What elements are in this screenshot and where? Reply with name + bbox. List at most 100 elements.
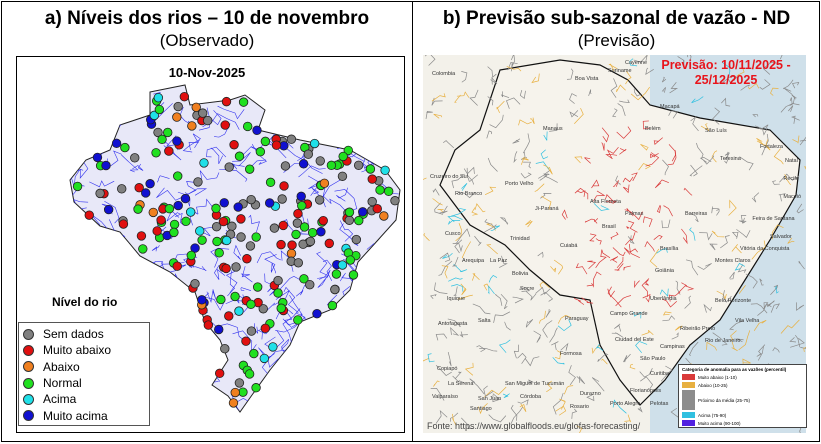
river <box>623 265 631 271</box>
river <box>662 311 672 316</box>
station-dot <box>220 120 230 130</box>
river <box>513 151 518 164</box>
station-dot <box>353 160 364 171</box>
river <box>307 175 320 196</box>
place-label: Sucre <box>520 286 534 292</box>
station-dot <box>181 216 191 227</box>
river <box>595 256 607 269</box>
river <box>593 203 610 211</box>
place-label: Valparaíso <box>432 394 458 400</box>
river <box>483 224 497 233</box>
river <box>642 120 650 130</box>
river <box>500 91 510 99</box>
river <box>461 71 468 83</box>
station-dot <box>244 369 255 379</box>
river <box>593 190 606 202</box>
river <box>513 344 520 359</box>
river <box>336 187 348 202</box>
river <box>487 157 498 172</box>
river <box>432 198 443 206</box>
river <box>512 138 521 144</box>
river <box>640 143 649 151</box>
river <box>451 207 467 217</box>
map-date: 10-Nov-2025 <box>169 65 246 80</box>
station-dot <box>351 234 362 245</box>
river <box>724 151 729 164</box>
river <box>319 269 331 280</box>
place-label: San Miguel de Tucumán <box>505 381 564 387</box>
river <box>240 287 252 291</box>
river <box>792 135 800 144</box>
river <box>610 256 619 263</box>
river <box>612 247 626 257</box>
river <box>576 190 586 197</box>
river <box>604 194 615 203</box>
river <box>454 239 463 254</box>
panel-b-title: b) Previsão sub-sazonal de vazão - ND <box>442 8 791 29</box>
place-label: Porto Alegre <box>610 401 640 407</box>
place-label: Pelotas <box>650 401 669 407</box>
river <box>613 180 619 188</box>
river <box>281 338 289 357</box>
station-dot <box>197 295 207 305</box>
river <box>615 175 621 186</box>
river <box>438 260 453 276</box>
river <box>156 187 183 201</box>
river <box>432 188 440 196</box>
station-dot <box>318 215 328 226</box>
station-dot <box>372 204 382 214</box>
river <box>736 338 744 343</box>
river <box>483 283 490 291</box>
river <box>431 97 443 106</box>
river <box>711 150 718 163</box>
station-dot <box>234 151 245 161</box>
river <box>624 208 634 217</box>
anomaly-legend: Categoria de anomalia para as vazões (pe… <box>678 364 807 428</box>
river <box>522 133 530 154</box>
river <box>455 228 471 245</box>
river <box>540 149 549 160</box>
station-dot <box>164 204 175 214</box>
station-dot <box>117 184 127 194</box>
river <box>574 156 583 164</box>
legend-label: Muito abaixo <box>43 343 112 358</box>
river <box>772 347 780 353</box>
river <box>542 320 553 338</box>
station-dot <box>211 203 221 214</box>
river <box>456 91 470 98</box>
river <box>282 308 301 344</box>
river <box>519 403 527 412</box>
place-label: Iquique <box>447 296 465 302</box>
river <box>433 113 443 119</box>
station-dot <box>242 121 253 132</box>
station-dot <box>236 232 246 242</box>
river <box>73 158 89 179</box>
river <box>589 233 597 242</box>
place-label: Durazno <box>580 391 601 397</box>
river <box>791 81 800 89</box>
river <box>463 166 475 175</box>
river <box>487 96 494 106</box>
river <box>668 291 681 302</box>
station-dot <box>203 320 214 330</box>
station-dot <box>156 215 166 225</box>
station-dot <box>296 191 306 202</box>
river <box>697 263 712 270</box>
source-link[interactable]: Fonte: https://www.globalfloods.eu/glofa… <box>427 421 641 431</box>
river <box>736 229 751 238</box>
river <box>716 290 727 301</box>
river <box>543 131 548 141</box>
river <box>581 297 594 304</box>
place-label: La Paz <box>490 258 507 264</box>
station-dot <box>348 270 359 280</box>
legend-swatch <box>682 390 695 410</box>
station-dot <box>221 235 232 246</box>
station-dot <box>216 294 226 305</box>
station-dot <box>277 194 287 204</box>
legend-dot-icon <box>23 328 34 340</box>
river <box>734 262 745 271</box>
river <box>506 97 521 109</box>
station-dot <box>219 198 229 208</box>
river <box>638 163 652 171</box>
river <box>510 404 518 421</box>
